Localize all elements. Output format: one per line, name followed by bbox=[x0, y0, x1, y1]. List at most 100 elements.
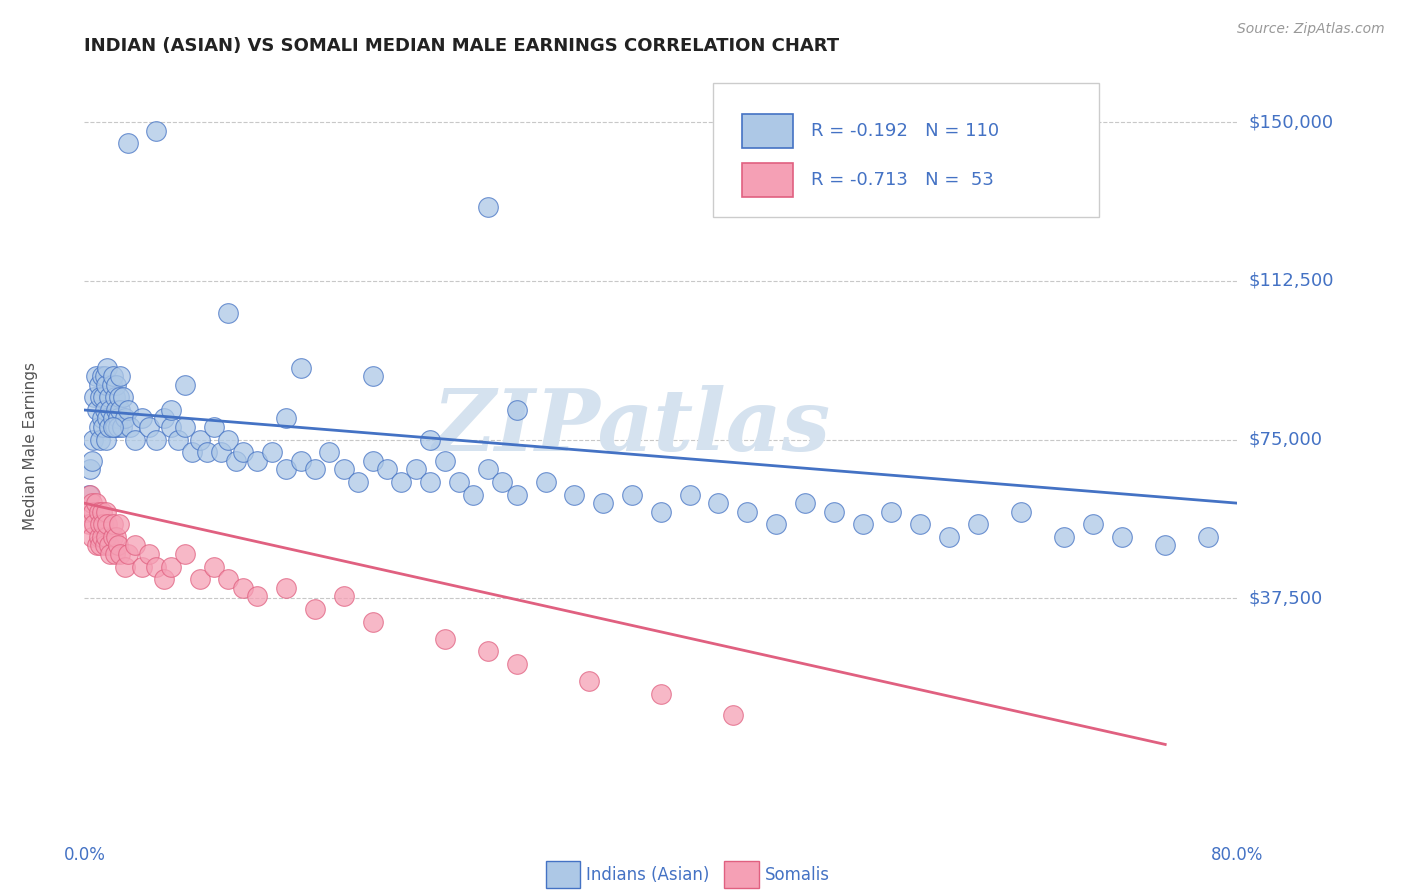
Point bbox=[361, 454, 384, 468]
Point bbox=[707, 496, 730, 510]
Point bbox=[83, 390, 105, 404]
Point bbox=[737, 505, 759, 519]
Point bbox=[93, 539, 115, 553]
Point bbox=[117, 136, 139, 151]
Point bbox=[97, 539, 120, 553]
Point bbox=[79, 488, 101, 502]
Point bbox=[79, 462, 101, 476]
Point bbox=[181, 445, 204, 459]
FancyBboxPatch shape bbox=[713, 83, 1099, 218]
Point bbox=[145, 433, 167, 447]
Point bbox=[1010, 505, 1032, 519]
Point bbox=[100, 377, 122, 392]
Point bbox=[94, 505, 117, 519]
FancyBboxPatch shape bbox=[741, 114, 793, 148]
Point bbox=[218, 306, 240, 320]
Point bbox=[218, 433, 240, 447]
Point bbox=[117, 547, 139, 561]
Point bbox=[131, 411, 153, 425]
Point bbox=[304, 602, 326, 616]
Point bbox=[108, 517, 131, 532]
Point bbox=[138, 547, 160, 561]
Point bbox=[209, 445, 232, 459]
Point bbox=[202, 420, 225, 434]
Point bbox=[89, 390, 111, 404]
Point bbox=[477, 644, 499, 658]
Point bbox=[361, 615, 384, 629]
Point bbox=[347, 475, 370, 489]
FancyBboxPatch shape bbox=[546, 861, 581, 888]
Point bbox=[218, 572, 240, 586]
Text: Indians (Asian): Indians (Asian) bbox=[586, 865, 709, 884]
Point bbox=[152, 572, 174, 586]
Point bbox=[145, 123, 167, 137]
Text: $150,000: $150,000 bbox=[1249, 113, 1333, 131]
Point bbox=[107, 411, 129, 425]
Point bbox=[105, 377, 128, 392]
Text: ZIPatlas: ZIPatlas bbox=[433, 385, 831, 468]
Point bbox=[94, 433, 117, 447]
Point bbox=[405, 462, 427, 476]
Point bbox=[90, 505, 112, 519]
Point bbox=[89, 517, 111, 532]
Point bbox=[93, 403, 115, 417]
Point bbox=[477, 200, 499, 214]
Point bbox=[117, 403, 139, 417]
Point bbox=[94, 530, 117, 544]
Point bbox=[104, 420, 127, 434]
Point bbox=[87, 377, 110, 392]
Point bbox=[104, 390, 127, 404]
Point bbox=[679, 488, 702, 502]
Point bbox=[246, 589, 269, 603]
Point bbox=[87, 420, 110, 434]
Point bbox=[578, 673, 600, 688]
Text: $37,500: $37,500 bbox=[1249, 590, 1323, 607]
Point bbox=[103, 411, 124, 425]
Point bbox=[290, 454, 312, 468]
Point bbox=[107, 420, 129, 434]
Point bbox=[84, 496, 107, 510]
Point bbox=[160, 420, 183, 434]
Point bbox=[721, 707, 744, 722]
Point bbox=[621, 488, 644, 502]
Point bbox=[276, 581, 298, 595]
Point bbox=[103, 530, 124, 544]
Point bbox=[97, 390, 120, 404]
Point bbox=[124, 539, 146, 553]
Point bbox=[506, 657, 529, 671]
Point bbox=[103, 517, 124, 532]
Point bbox=[98, 547, 121, 561]
Point bbox=[110, 547, 132, 561]
Text: Median Male Earnings: Median Male Earnings bbox=[24, 362, 38, 530]
Point bbox=[112, 390, 135, 404]
Point bbox=[77, 517, 100, 532]
Point bbox=[433, 454, 456, 468]
Point bbox=[174, 377, 197, 392]
Point bbox=[110, 369, 132, 384]
Text: 0.0%: 0.0% bbox=[63, 846, 105, 863]
Point bbox=[174, 547, 197, 561]
Point bbox=[87, 505, 110, 519]
Point bbox=[80, 496, 103, 510]
Point bbox=[195, 445, 218, 459]
Point bbox=[131, 559, 153, 574]
Point bbox=[318, 445, 340, 459]
Point bbox=[107, 539, 129, 553]
Point bbox=[361, 369, 384, 384]
Point bbox=[276, 462, 298, 476]
Point bbox=[433, 632, 456, 646]
Point bbox=[76, 505, 98, 519]
Point bbox=[765, 517, 787, 532]
Point bbox=[138, 420, 160, 434]
Point bbox=[1154, 539, 1177, 553]
Point bbox=[564, 488, 586, 502]
Point bbox=[111, 420, 134, 434]
Point bbox=[823, 505, 845, 519]
Point bbox=[333, 589, 356, 603]
Point bbox=[105, 530, 128, 544]
Point bbox=[90, 369, 112, 384]
Point bbox=[82, 433, 104, 447]
Point bbox=[852, 517, 875, 532]
Point bbox=[592, 496, 614, 510]
Point bbox=[96, 360, 118, 375]
